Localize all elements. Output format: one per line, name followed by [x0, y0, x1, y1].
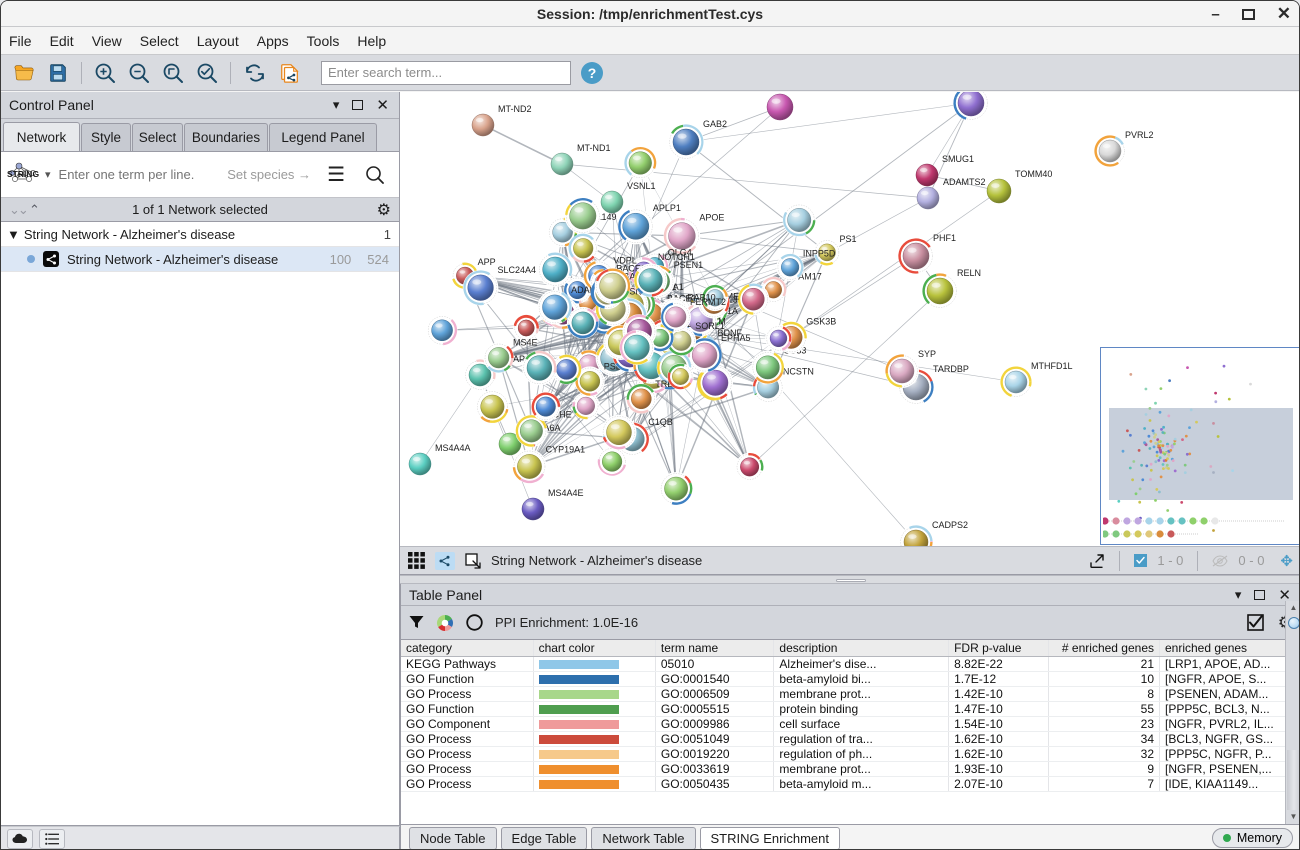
svg-text:MTHFD1L: MTHFD1L — [1031, 361, 1073, 371]
svg-text:ADAMTS2: ADAMTS2 — [943, 177, 986, 187]
svg-text:APOE: APOE — [699, 213, 724, 223]
svg-text:CYP19A1: CYP19A1 — [546, 444, 586, 454]
svg-text:GAB2: GAB2 — [703, 119, 727, 129]
svg-text:C1QB: C1QB — [648, 417, 673, 427]
svg-text:MS4E: MS4E — [513, 337, 538, 347]
svg-text:CADPS2: CADPS2 — [932, 520, 968, 530]
svg-text:MS4A4E: MS4A4E — [548, 488, 584, 498]
svg-text:PSEN1: PSEN1 — [674, 260, 704, 270]
svg-text:SMUG1: SMUG1 — [942, 154, 974, 164]
svg-text:GSK3B: GSK3B — [806, 316, 836, 326]
svg-text:PVRL2: PVRL2 — [1125, 130, 1154, 140]
svg-text:EPHA5: EPHA5 — [721, 333, 751, 343]
svg-text:INPP5D: INPP5D — [803, 249, 836, 259]
svg-text:SORL1: SORL1 — [695, 321, 725, 331]
svg-text:STRING: STRING — [7, 169, 39, 179]
svg-text:PHF1: PHF1 — [933, 233, 956, 243]
svg-text:MS4A4A: MS4A4A — [435, 443, 471, 453]
svg-text:FERMT2: FERMT2 — [690, 297, 726, 307]
svg-text:NCSTN: NCSTN — [783, 367, 814, 377]
svg-text:APP: APP — [478, 257, 496, 267]
svg-text:SYP: SYP — [918, 349, 936, 359]
svg-text:SLC24A4: SLC24A4 — [498, 265, 537, 275]
svg-text:RELN: RELN — [957, 268, 981, 278]
svg-text:MT-ND2: MT-ND2 — [498, 104, 532, 114]
svg-text:APLP1: APLP1 — [653, 203, 681, 213]
svg-text:MT-ND1: MT-ND1 — [577, 143, 611, 153]
svg-text:TOMM40: TOMM40 — [1015, 169, 1052, 179]
svg-text:VSNL1: VSNL1 — [627, 181, 656, 191]
svg-text:TARDBP: TARDBP — [933, 364, 969, 374]
svg-text:PS1: PS1 — [840, 234, 857, 244]
